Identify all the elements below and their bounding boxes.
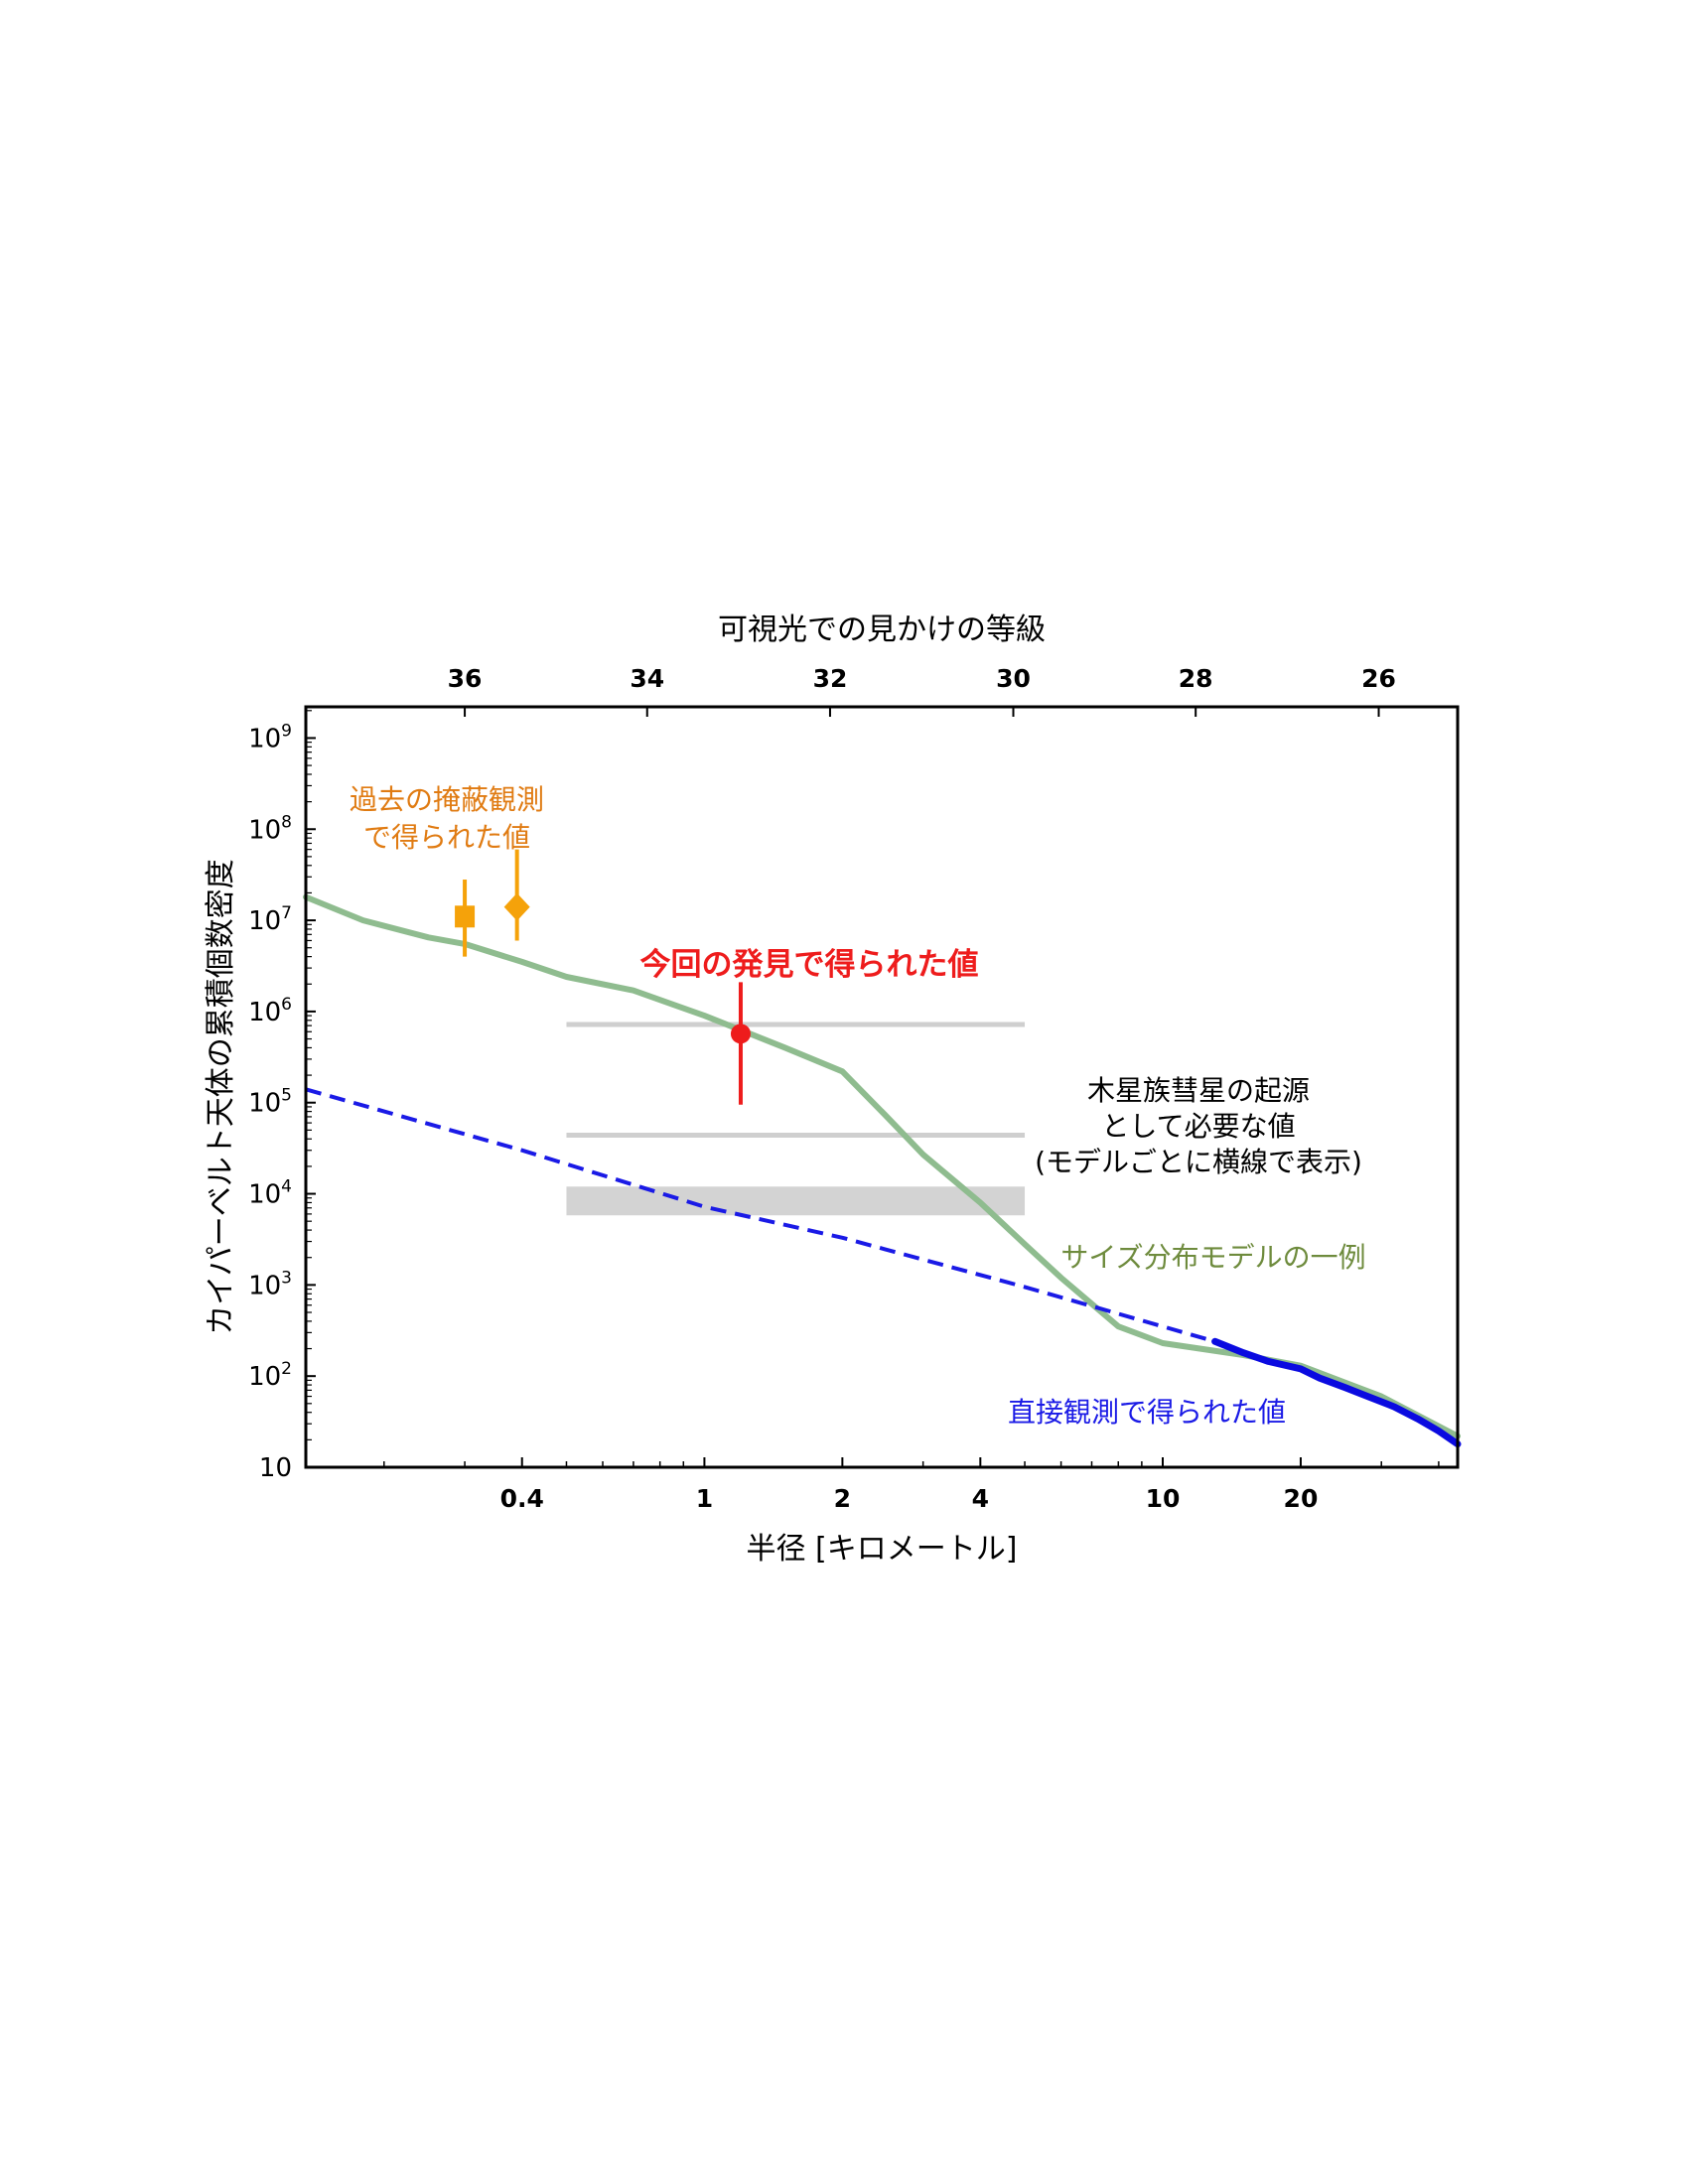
y-tick-label: 107 [248,903,292,936]
top-tick-label: 32 [813,664,848,693]
top-tick-label: 26 [1361,664,1396,693]
band-layer [566,1022,1026,1216]
y-tick-label: 104 [248,1177,292,1210]
y-tick-label: 103 [248,1268,292,1300]
ann-occultation: 過去の掩蔽観測で得られた値 [350,783,544,854]
y-tick-label: 109 [248,721,292,753]
y-axis-title: カイパーベルト天体の累積個数密度 [204,859,238,1334]
series-layer [303,893,1462,1448]
y-tick-label: 102 [248,1359,292,1392]
y-tick-label: 10 [259,1453,292,1483]
x-tick-label: 0.4 [500,1484,544,1513]
top-tick-label: 28 [1179,664,1213,693]
x-tick-label: 10 [1146,1484,1181,1513]
point-layer [455,849,751,1105]
series-direct-extrapolated [305,1087,1216,1344]
tick-layer: 0.4 1 2 4 10 20 36 34 32 30 28 26 10 102 103 104 105 106 1… [248,664,1440,1513]
top-axis-title: 可視光での見かけの等級 [718,613,1046,647]
ann-direct: 直接観測で得られた値 [1008,1396,1286,1429]
series-model [303,893,1461,1439]
y-tick-label: 105 [248,1086,292,1119]
marker-occultation-square [455,905,476,928]
x-tick-label: 2 [834,1484,851,1513]
y-tick-label: 108 [248,812,292,845]
x-tick-label: 1 [696,1484,713,1513]
ann-model: サイズ分布モデルの一例 [1060,1241,1365,1274]
top-tick-label: 34 [630,664,664,693]
ann-jfc: 木星族彗星の起源として必要な値(モデルごとに横線で表示) [1035,1074,1362,1178]
marker-this-discovery [730,1024,751,1044]
top-tick-label: 30 [996,664,1031,693]
ann-discovery: 今回の発見で得られた値 [640,947,979,983]
series-direct-observed [1211,1337,1462,1448]
x-tick-label: 4 [972,1484,989,1513]
top-tick-label: 36 [448,664,483,693]
annotation-layer: 過去の掩蔽観測で得られた値今回の発見で得られた値木星族彗星の起源として必要な値(… [350,783,1366,1429]
y-tick-label: 106 [248,995,292,1027]
x-tick-label: 20 [1284,1484,1319,1513]
plot-frame [304,705,1460,1469]
jfc-requirement-band-2 [566,1186,1026,1216]
x-axis-title: 半径 [キロメートル] [747,1532,1018,1567]
marker-occultation-diamond [503,892,530,921]
